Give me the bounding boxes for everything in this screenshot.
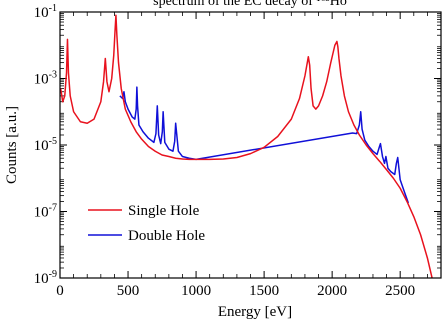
y-tick-label: 10-9 <box>34 269 57 287</box>
x-tick-label: 2000 <box>317 283 347 299</box>
y-axis-label: Counts [a.u.] <box>4 106 20 184</box>
series-line-single-hole <box>60 14 433 278</box>
x-tick-label: 500 <box>117 283 140 299</box>
legend-label-double-hole: Double Hole <box>128 228 205 244</box>
chart-title: spectrum of the EC decay of ¹⁶³Ho <box>153 0 347 9</box>
y-tick-label: 10-3 <box>34 70 57 88</box>
legend: Single Hole Double Hole <box>88 203 205 244</box>
y-tick-label: 10-5 <box>34 136 57 154</box>
y-tick-label: 10-1 <box>34 3 57 21</box>
series-line-double-hole <box>119 86 410 204</box>
legend-label-single-hole: Single Hole <box>128 203 200 219</box>
y-axis-ticks: 10-9 10-7 10-5 10-3 10-1 <box>34 3 441 287</box>
x-tick-label: 2500 <box>385 283 415 299</box>
series-layer <box>60 14 433 278</box>
y-tick-label: 10-7 <box>34 203 57 221</box>
x-axis-ticks: 0 500 1000 1500 2000 2500 <box>56 12 428 299</box>
x-tick-label: 1500 <box>249 283 279 299</box>
x-tick-label: 0 <box>56 283 64 299</box>
plot-frame <box>59 11 442 279</box>
x-tick-label: 1000 <box>181 283 211 299</box>
x-axis-label: Energy [eV] <box>218 304 292 320</box>
